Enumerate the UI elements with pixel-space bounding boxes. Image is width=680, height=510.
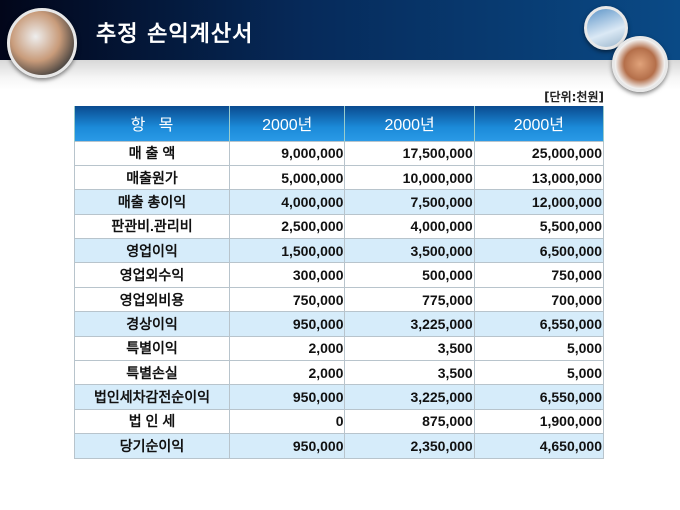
column-header: 2000년 <box>473 106 605 141</box>
table-row: 매출원가 5,000,000 10,000,000 13,000,000 <box>74 164 605 191</box>
cell-value: 3,225,000 <box>344 311 475 337</box>
title-banner <box>0 0 680 60</box>
cell-value: 12,000,000 <box>473 189 605 215</box>
row-label: 당기순이익 <box>74 433 230 459</box>
cell-value: 700,000 <box>473 286 605 313</box>
cell-value: 775,000 <box>344 286 475 313</box>
table-row: 매출 총이익 4,000,000 7,500,000 12,000,000 <box>74 189 605 215</box>
cell-value: 3,500 <box>344 335 475 362</box>
row-label: 특별이익 <box>74 335 230 362</box>
cell-value: 6,550,000 <box>473 311 605 337</box>
income-statement-table: 항 목 2000년 2000년 2000년 매 출 액 9,000,000 17,500,… <box>74 106 605 459</box>
cell-value: 6,500,000 <box>473 238 605 264</box>
cell-value: 4,650,000 <box>473 433 605 459</box>
cell-value: 2,350,000 <box>344 433 475 459</box>
table-row: 당기순이익 950,000 2,350,000 4,650,000 <box>74 433 605 459</box>
cell-value: 17,500,000 <box>344 140 475 166</box>
cell-value: 1,500,000 <box>228 238 346 264</box>
table-row: 특별손실 2,000 3,500 5,000 <box>74 360 605 386</box>
cell-value: 5,000 <box>473 360 605 386</box>
pen-hand-image <box>7 8 77 78</box>
table-row: 판관비.관리비 2,500,000 4,000,000 5,500,000 <box>74 213 605 240</box>
table-row: 경상이익 950,000 3,225,000 6,550,000 <box>74 311 605 337</box>
cell-value: 2,000 <box>228 360 346 386</box>
cell-value: 3,225,000 <box>344 384 475 410</box>
cell-value: 1,900,000 <box>473 408 605 435</box>
cell-value: 6,550,000 <box>473 384 605 410</box>
cell-value: 4,000,000 <box>228 189 346 215</box>
cell-value: 9,000,000 <box>228 140 346 166</box>
row-label: 법 인 세 <box>74 408 230 435</box>
cell-value: 10,000,000 <box>344 164 475 191</box>
row-label: 영업외수익 <box>74 262 230 288</box>
cell-value: 3,500,000 <box>344 238 475 264</box>
cell-value: 7,500,000 <box>344 189 475 215</box>
cell-value: 13,000,000 <box>473 164 605 191</box>
cell-value: 5,500,000 <box>473 213 605 240</box>
row-label: 법인세차감전순이익 <box>74 384 230 410</box>
table-row: 법 인 세 0 875,000 1,900,000 <box>74 408 605 435</box>
cell-value: 4,000,000 <box>344 213 475 240</box>
cell-value: 5,000,000 <box>228 164 346 191</box>
row-label: 영업이익 <box>74 238 230 264</box>
column-header: 2000년 <box>228 106 346 141</box>
column-header: 항 목 <box>74 106 230 141</box>
row-label: 판관비.관리비 <box>74 213 230 240</box>
cell-value: 25,000,000 <box>473 140 605 166</box>
column-header: 2000년 <box>344 106 475 141</box>
row-label: 매 출 액 <box>74 140 230 166</box>
row-label: 특별손실 <box>74 360 230 386</box>
table-row: 영업외비용 750,000 775,000 700,000 <box>74 286 605 313</box>
cell-value: 2,000 <box>228 335 346 362</box>
cell-value: 0 <box>228 408 346 435</box>
cell-value: 950,000 <box>228 384 346 410</box>
cell-value: 2,500,000 <box>228 213 346 240</box>
row-label: 경상이익 <box>74 311 230 337</box>
table-row: 영업이익 1,500,000 3,500,000 6,500,000 <box>74 238 605 264</box>
cell-value: 5,000 <box>473 335 605 362</box>
cell-value: 950,000 <box>228 433 346 459</box>
cell-value: 500,000 <box>344 262 475 288</box>
handshake-image <box>612 36 668 92</box>
cell-value: 950,000 <box>228 311 346 337</box>
table-row: 영업외수익 300,000 500,000 750,000 <box>74 262 605 288</box>
row-label: 영업외비용 <box>74 286 230 313</box>
table-row: 매 출 액 9,000,000 17,500,000 25,000,000 <box>74 140 605 166</box>
banner-band <box>0 60 680 90</box>
table-row: 특별이익 2,000 3,500 5,000 <box>74 335 605 362</box>
page-title: 추정 손익계산서 <box>96 22 254 47</box>
cell-value: 875,000 <box>344 408 475 435</box>
table-row: 법인세차감전순이익 950,000 3,225,000 6,550,000 <box>74 384 605 410</box>
row-label: 매출원가 <box>74 164 230 191</box>
cell-value: 750,000 <box>473 262 605 288</box>
cell-value: 300,000 <box>228 262 346 288</box>
cell-value: 750,000 <box>228 286 346 313</box>
unit-label: [단위:천원] <box>544 90 604 104</box>
cell-value: 3,500 <box>344 360 475 386</box>
row-label: 매출 총이익 <box>74 189 230 215</box>
